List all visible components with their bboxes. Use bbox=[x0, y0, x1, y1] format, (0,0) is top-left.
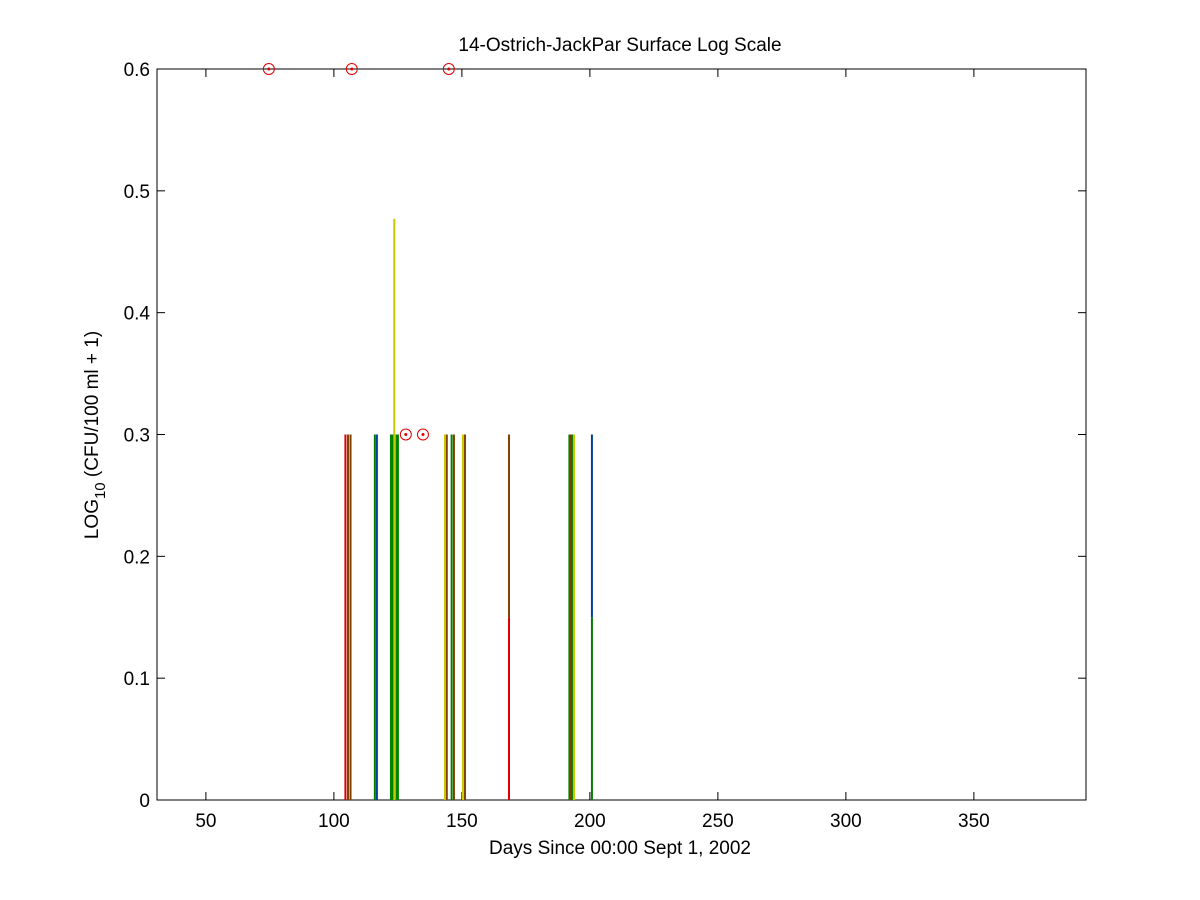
marker-ring bbox=[345, 63, 358, 75]
x-axis-label: Days Since 00:00 Sept 1, 2002 bbox=[489, 838, 751, 859]
y-label-suffix: (CFU/100 ml + 1) bbox=[82, 331, 103, 483]
marker-ring bbox=[416, 428, 429, 441]
plot-box bbox=[156, 68, 1087, 801]
y-tick-label: 0.1 bbox=[124, 669, 150, 690]
marker bbox=[345, 63, 358, 75]
marker-ring bbox=[442, 63, 455, 75]
y-tick-label: 0.3 bbox=[124, 426, 150, 447]
y-tick-label: 0.2 bbox=[124, 547, 150, 568]
marker-dot bbox=[447, 67, 451, 71]
x-tick-label: 150 bbox=[446, 811, 478, 832]
marker bbox=[399, 428, 412, 441]
y-tick-label: 0 bbox=[139, 791, 150, 812]
marker bbox=[416, 428, 429, 441]
y-label-text: LOG bbox=[82, 499, 103, 539]
y-axis-label: LOG10 (CFU/100 ml + 1) bbox=[82, 331, 109, 539]
y-tick-label: 0.6 bbox=[124, 60, 150, 81]
marker bbox=[262, 63, 275, 75]
x-tick-label: 300 bbox=[830, 811, 862, 832]
x-tick-label: 350 bbox=[958, 811, 990, 832]
marker-ring bbox=[262, 63, 275, 75]
x-tick-label: 200 bbox=[574, 811, 606, 832]
y-tick-label: 0.4 bbox=[124, 304, 151, 325]
x-tick-label: 250 bbox=[702, 811, 734, 832]
marker-dot bbox=[404, 433, 408, 436]
x-tick-label: 50 bbox=[195, 811, 216, 832]
marker bbox=[442, 63, 455, 75]
chart-title: 14-Ostrich-JackPar Surface Log Scale bbox=[458, 35, 781, 56]
marker-dot bbox=[421, 433, 425, 436]
y-tick-label: 0.5 bbox=[124, 182, 150, 203]
x-tick-label: 100 bbox=[318, 811, 350, 832]
marker-dot bbox=[267, 67, 271, 71]
y-label-subscript: 10 bbox=[92, 482, 109, 499]
marker-ring bbox=[399, 428, 412, 441]
marker-dot bbox=[350, 67, 354, 71]
